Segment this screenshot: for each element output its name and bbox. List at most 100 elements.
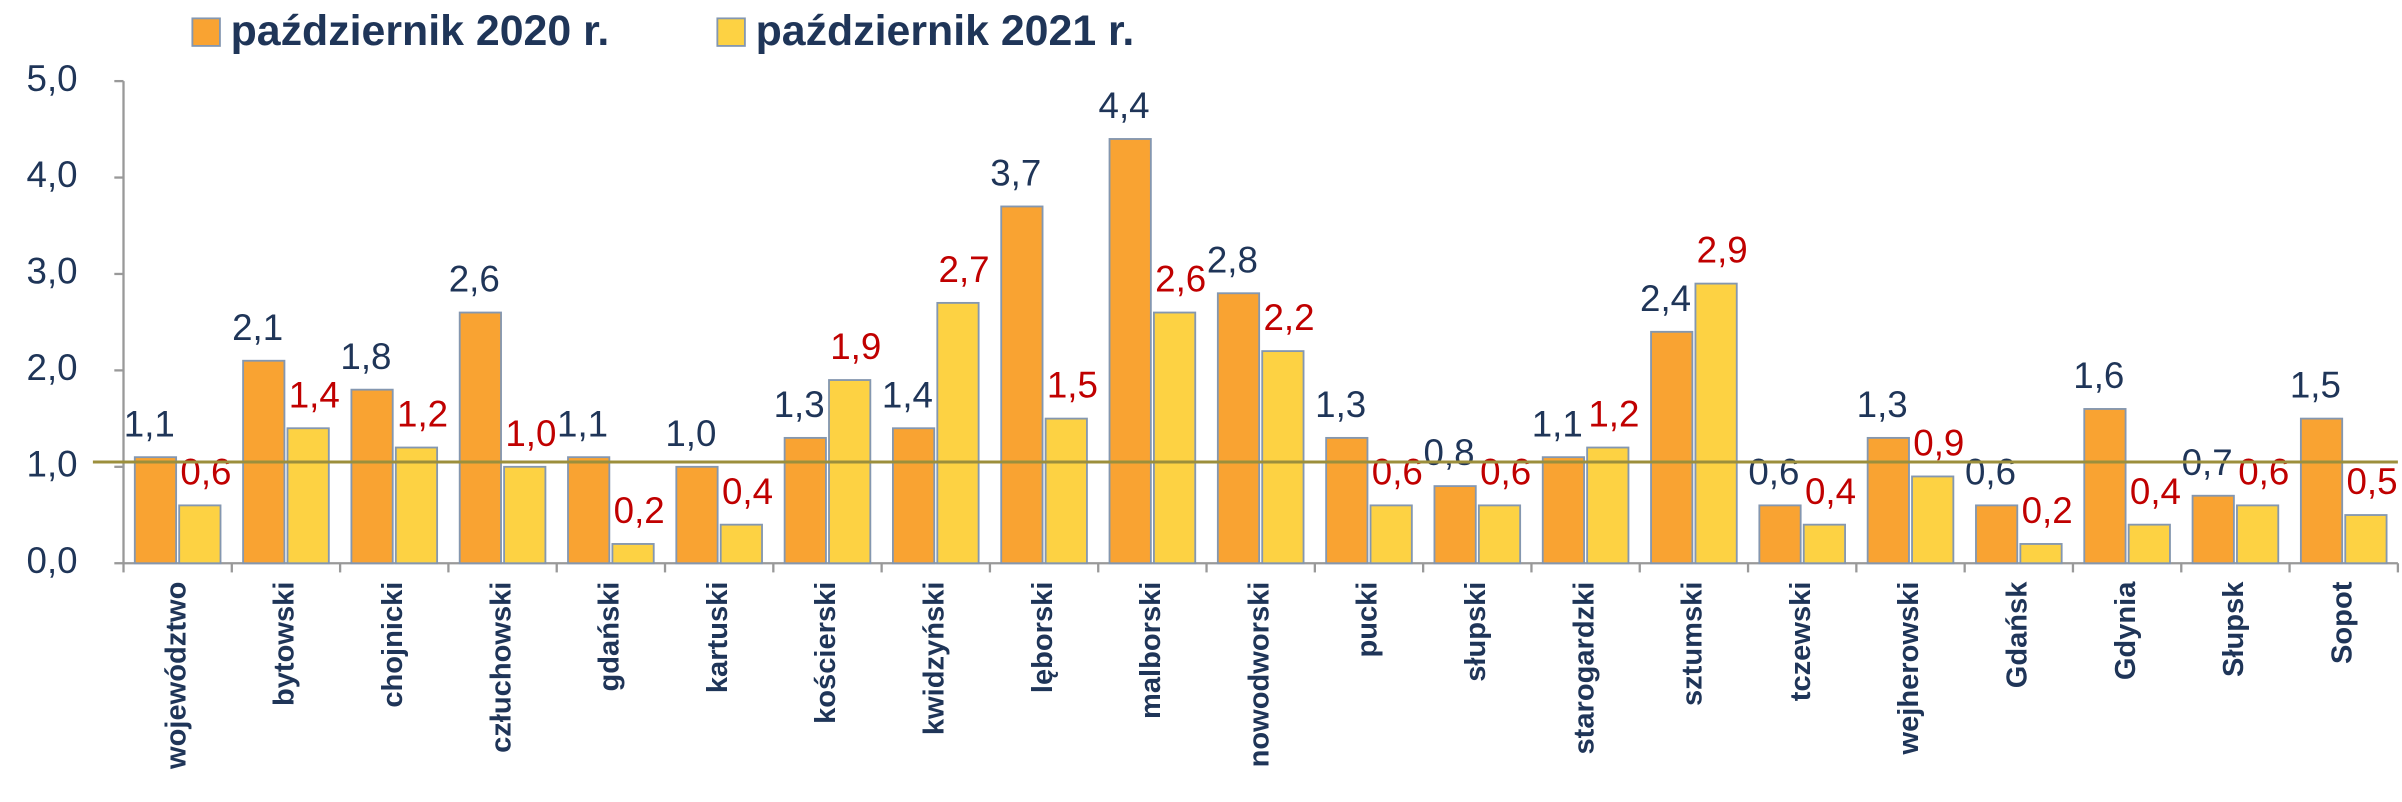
bar (2191, 494, 2235, 565)
value-label: 1,3 (1857, 384, 1908, 425)
x-tick-label: nowodworski (1243, 582, 1275, 768)
bar (892, 427, 936, 565)
bar (783, 436, 827, 565)
bar (178, 504, 222, 565)
bar (1758, 504, 1802, 565)
bar (1477, 504, 1522, 565)
bar (133, 456, 178, 565)
value-label: 1,5 (1047, 365, 1098, 406)
bar (350, 388, 394, 565)
x-tick-label: Sopot (2326, 581, 2358, 664)
bar (1866, 436, 1910, 565)
bar (1369, 504, 1413, 565)
value-label: 0,5 (2347, 461, 2398, 502)
value-label: 1,1 (1532, 403, 1583, 444)
bar (1000, 205, 1044, 565)
bar (2019, 543, 2063, 565)
bar (286, 427, 330, 565)
bar (1975, 504, 2019, 565)
value-label: 1,6 (2073, 355, 2124, 396)
value-label: 1,0 (505, 413, 556, 454)
x-tick-label: województwo (160, 582, 192, 770)
value-label: 0,6 (2238, 451, 2289, 492)
legend-swatch (191, 17, 221, 47)
bar (503, 465, 547, 565)
bar (675, 465, 719, 565)
value-label: 0,4 (2130, 471, 2181, 512)
value-label: 0,6 (1372, 451, 1423, 492)
x-tick-label: gdański (594, 582, 626, 692)
x-tick-label: starogardzki (1568, 582, 1600, 755)
x-tick-label: kartuski (702, 582, 734, 694)
bar (1586, 446, 1630, 565)
value-label: 1,3 (1315, 384, 1366, 425)
value-label: 2,6 (449, 259, 500, 300)
x-tick-label: Słupsk (2218, 581, 2250, 677)
bar (2127, 523, 2171, 565)
value-label: 1,4 (289, 374, 340, 415)
legend-label: październik 2021 r. (756, 7, 1135, 55)
bar (828, 379, 872, 565)
x-tick-label: chojnicki (377, 582, 409, 708)
value-label: 0,8 (1423, 432, 1474, 473)
value-label: 1,9 (830, 326, 881, 367)
bar (1108, 138, 1152, 565)
value-label: 1,3 (774, 384, 825, 425)
value-label: 0,4 (722, 471, 773, 512)
x-tick-label: malborski (1135, 582, 1167, 719)
bar (2299, 417, 2344, 565)
bar (1433, 485, 1477, 565)
bar (1261, 350, 1305, 565)
y-tick-label: 4,0 (27, 154, 78, 195)
x-tick-label: Gdynia (2110, 581, 2142, 680)
value-label: 0,2 (2022, 490, 2073, 531)
value-label: 1,1 (124, 403, 175, 444)
y-tick-label: 1,0 (27, 444, 78, 485)
bar (458, 311, 502, 565)
value-label: 3,7 (990, 153, 1041, 194)
value-label: 2,6 (1155, 259, 1206, 300)
y-tick-label: 0,0 (27, 540, 78, 581)
legend-label: październik 2020 r. (231, 7, 610, 55)
bar (611, 543, 655, 565)
value-label: 0,9 (1913, 423, 1964, 464)
value-label: 2,8 (1207, 239, 1258, 280)
x-tick-label: kościerski (810, 582, 842, 724)
x-tick-label: sztumski (1677, 582, 1709, 706)
value-label: 1,2 (397, 394, 448, 435)
value-label: 2,4 (1640, 278, 1691, 319)
x-tick-label: wejherowski (1893, 582, 1925, 756)
x-tick-label: tczewski (1785, 582, 1817, 702)
value-label: 1,8 (340, 336, 391, 377)
value-label: 1,0 (665, 413, 716, 454)
x-tick-label: pucki (1352, 582, 1384, 658)
value-label: 0,2 (614, 490, 665, 531)
value-label: 2,1 (232, 307, 283, 348)
value-label: 0,4 (1805, 471, 1856, 512)
bar (2083, 408, 2127, 565)
x-tick-label: człuchowski (485, 582, 517, 753)
y-tick-label: 5,0 (27, 58, 78, 99)
y-tick-label: 2,0 (27, 347, 78, 388)
x-tick-label: Gdańsk (2002, 581, 2034, 688)
value-label: 2,9 (1697, 230, 1748, 271)
value-label: 2,7 (939, 249, 990, 290)
bar (1044, 417, 1088, 565)
x-tick-label: kwidzyński (918, 582, 950, 736)
bar (1152, 311, 1197, 565)
x-tick-label: słupski (1460, 582, 1492, 682)
value-label: 4,4 (1099, 85, 1150, 126)
value-label: 0,6 (180, 451, 231, 492)
bar (1650, 330, 1694, 565)
bar (1541, 456, 1585, 565)
legend-swatch (716, 17, 746, 47)
y-tick-label: 3,0 (27, 251, 78, 292)
value-label: 0,6 (1480, 451, 1531, 492)
bar (1911, 475, 1955, 565)
bar (1694, 282, 1738, 565)
bar (567, 456, 611, 565)
value-label: 0,6 (1965, 451, 2016, 492)
value-label: 1,4 (882, 374, 933, 415)
bar (1325, 436, 1369, 565)
